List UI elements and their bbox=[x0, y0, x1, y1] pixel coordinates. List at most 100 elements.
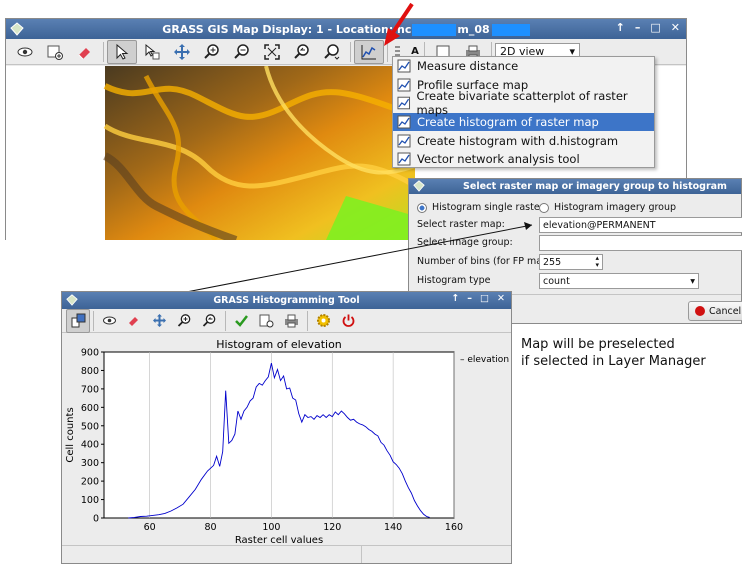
dialog-divider bbox=[409, 294, 741, 295]
radio-imagery-group[interactable]: Histogram imagery group bbox=[539, 202, 676, 213]
elevation-map-image bbox=[102, 65, 417, 244]
radio-button-selected[interactable] bbox=[417, 202, 427, 213]
menu-item[interactable]: Vector network analysis tool bbox=[393, 150, 654, 169]
query-button[interactable] bbox=[137, 40, 167, 64]
select-raster-button[interactable] bbox=[66, 308, 90, 333]
zoom-options-icon bbox=[324, 43, 340, 60]
checkmark-icon bbox=[235, 315, 248, 327]
x-axis-label: Raster cell values bbox=[235, 535, 323, 546]
histogram-type-label: Histogram type bbox=[417, 275, 491, 286]
pointer-button[interactable] bbox=[107, 39, 137, 64]
toolbar-separator bbox=[387, 41, 388, 62]
menu-item[interactable]: Create histogram with d.histogram bbox=[393, 131, 654, 150]
toolbar-separator bbox=[93, 310, 94, 331]
select-raster-dialog: Select raster map or imagery group to hi… bbox=[408, 178, 742, 324]
pin-icon[interactable]: ↑ bbox=[615, 21, 625, 34]
chevron-down-icon: ▾ bbox=[569, 45, 575, 58]
maximize-icon[interactable]: □ bbox=[480, 293, 490, 304]
redacted-block bbox=[491, 23, 530, 36]
histogram-icon bbox=[397, 134, 411, 148]
close-icon[interactable]: ✕ bbox=[670, 21, 680, 34]
eye-icon bbox=[17, 47, 33, 56]
quit-button[interactable] bbox=[336, 309, 361, 333]
x-tick-label: 160 bbox=[445, 522, 463, 533]
analyze-tools-menu: Measure distance Profile surface map Creat… bbox=[392, 56, 655, 168]
y-tick-label: 500 bbox=[81, 421, 99, 432]
x-tick-label: 120 bbox=[323, 522, 341, 533]
gear-icon bbox=[317, 314, 330, 327]
x-tick-label: 60 bbox=[144, 522, 156, 533]
y-tick-label: 600 bbox=[81, 403, 99, 414]
render-map-button[interactable] bbox=[40, 40, 70, 64]
minimize-icon[interactable]: – bbox=[634, 21, 641, 34]
grass-app-icon bbox=[10, 22, 24, 36]
pan-icon bbox=[153, 314, 166, 327]
zoom-extent-button[interactable] bbox=[257, 40, 287, 64]
histogram-titlebar[interactable]: GRASS Histogramming Tool ↑ – □ ✕ bbox=[62, 292, 511, 309]
zoom-out-icon bbox=[234, 43, 249, 59]
erase-button[interactable] bbox=[122, 309, 147, 333]
minimize-icon[interactable]: – bbox=[467, 293, 473, 304]
menu-item[interactable]: Measure distance bbox=[393, 57, 654, 76]
zoom-menu-button[interactable] bbox=[317, 40, 347, 64]
zoom-extent-icon bbox=[264, 43, 280, 60]
zoom-back-button[interactable] bbox=[197, 309, 222, 333]
ruler-icon bbox=[397, 59, 411, 73]
spinner-arrows-icon[interactable]: ▴ ▾ bbox=[595, 254, 599, 269]
histogram-toolbar bbox=[62, 308, 511, 333]
network-icon bbox=[397, 152, 411, 166]
zoom-out-button[interactable] bbox=[227, 40, 257, 64]
close-icon[interactable]: ✕ bbox=[497, 293, 505, 304]
pointer-icon bbox=[116, 43, 129, 60]
printer-icon bbox=[285, 314, 298, 328]
maximize-icon[interactable]: □ bbox=[650, 21, 661, 34]
legend-entry: – elevation bbox=[460, 355, 509, 365]
eye-icon bbox=[103, 316, 116, 325]
x-tick-label: 100 bbox=[262, 522, 280, 533]
toolbar-separator bbox=[103, 41, 104, 62]
histogram-plot-area[interactable]: 60 80 100 120 140 160 0 100 200 300 400 500 600 700 80… bbox=[62, 334, 511, 546]
settings-button[interactable] bbox=[311, 309, 336, 333]
zoom-in-button[interactable] bbox=[197, 40, 227, 64]
radio-button[interactable] bbox=[539, 202, 549, 213]
radio-single-raster[interactable]: Histogram single raster bbox=[417, 202, 544, 213]
menu-item[interactable]: Profile surface map bbox=[393, 76, 654, 95]
render-icon bbox=[47, 45, 63, 60]
annotation-text: Map will be preselected if selected in L… bbox=[521, 337, 706, 369]
raster-map-input[interactable]: elevation@PERMANENT bbox=[539, 217, 742, 233]
histogram-type-select[interactable]: count ▾ bbox=[539, 273, 699, 289]
status-field-2 bbox=[362, 546, 511, 563]
menu-item[interactable]: Create bivariate scatterplot of raster m… bbox=[393, 89, 654, 117]
grass-app-icon bbox=[66, 294, 78, 306]
x-tick-label: 80 bbox=[204, 522, 216, 533]
bins-spinner[interactable]: 255 ▴ ▾ bbox=[539, 254, 603, 270]
dialog-titlebar[interactable]: Select raster map or imagery group to hi… bbox=[409, 179, 741, 194]
draw-button[interactable] bbox=[97, 309, 122, 333]
profile-icon bbox=[397, 78, 411, 92]
image-group-input[interactable] bbox=[539, 235, 742, 251]
zoom-in-button[interactable] bbox=[172, 309, 197, 333]
pan-button[interactable] bbox=[167, 40, 197, 64]
toolbar-separator bbox=[225, 310, 226, 331]
analyze-tools-button[interactable] bbox=[354, 39, 384, 64]
x-tick-label: 140 bbox=[384, 522, 402, 533]
apply-button[interactable] bbox=[229, 309, 254, 333]
raster-select-icon bbox=[71, 313, 85, 328]
map-display-titlebar[interactable]: GRASS GIS Map Display: 1 - Location: nc m… bbox=[6, 19, 686, 39]
zoom-back-button[interactable] bbox=[287, 40, 317, 64]
cancel-button[interactable]: Cancel bbox=[688, 301, 742, 321]
display-map-button[interactable] bbox=[10, 40, 40, 64]
y-tick-label: 400 bbox=[81, 440, 99, 451]
toolbar-separator bbox=[491, 41, 492, 62]
annotation-arrow bbox=[384, 2, 414, 46]
redacted-block bbox=[412, 23, 457, 36]
menu-item[interactable]: Create histogram of raster map bbox=[393, 112, 654, 132]
erase-button[interactable] bbox=[70, 40, 100, 64]
print-button[interactable] bbox=[279, 309, 304, 333]
pin-icon[interactable]: ↑ bbox=[451, 293, 460, 304]
zoom-in-icon bbox=[204, 43, 219, 59]
pan-button[interactable] bbox=[147, 309, 172, 333]
scatterplot-icon bbox=[397, 97, 411, 110]
decoration-button[interactable]: A bbox=[391, 40, 421, 64]
save-image-button[interactable] bbox=[254, 309, 279, 333]
